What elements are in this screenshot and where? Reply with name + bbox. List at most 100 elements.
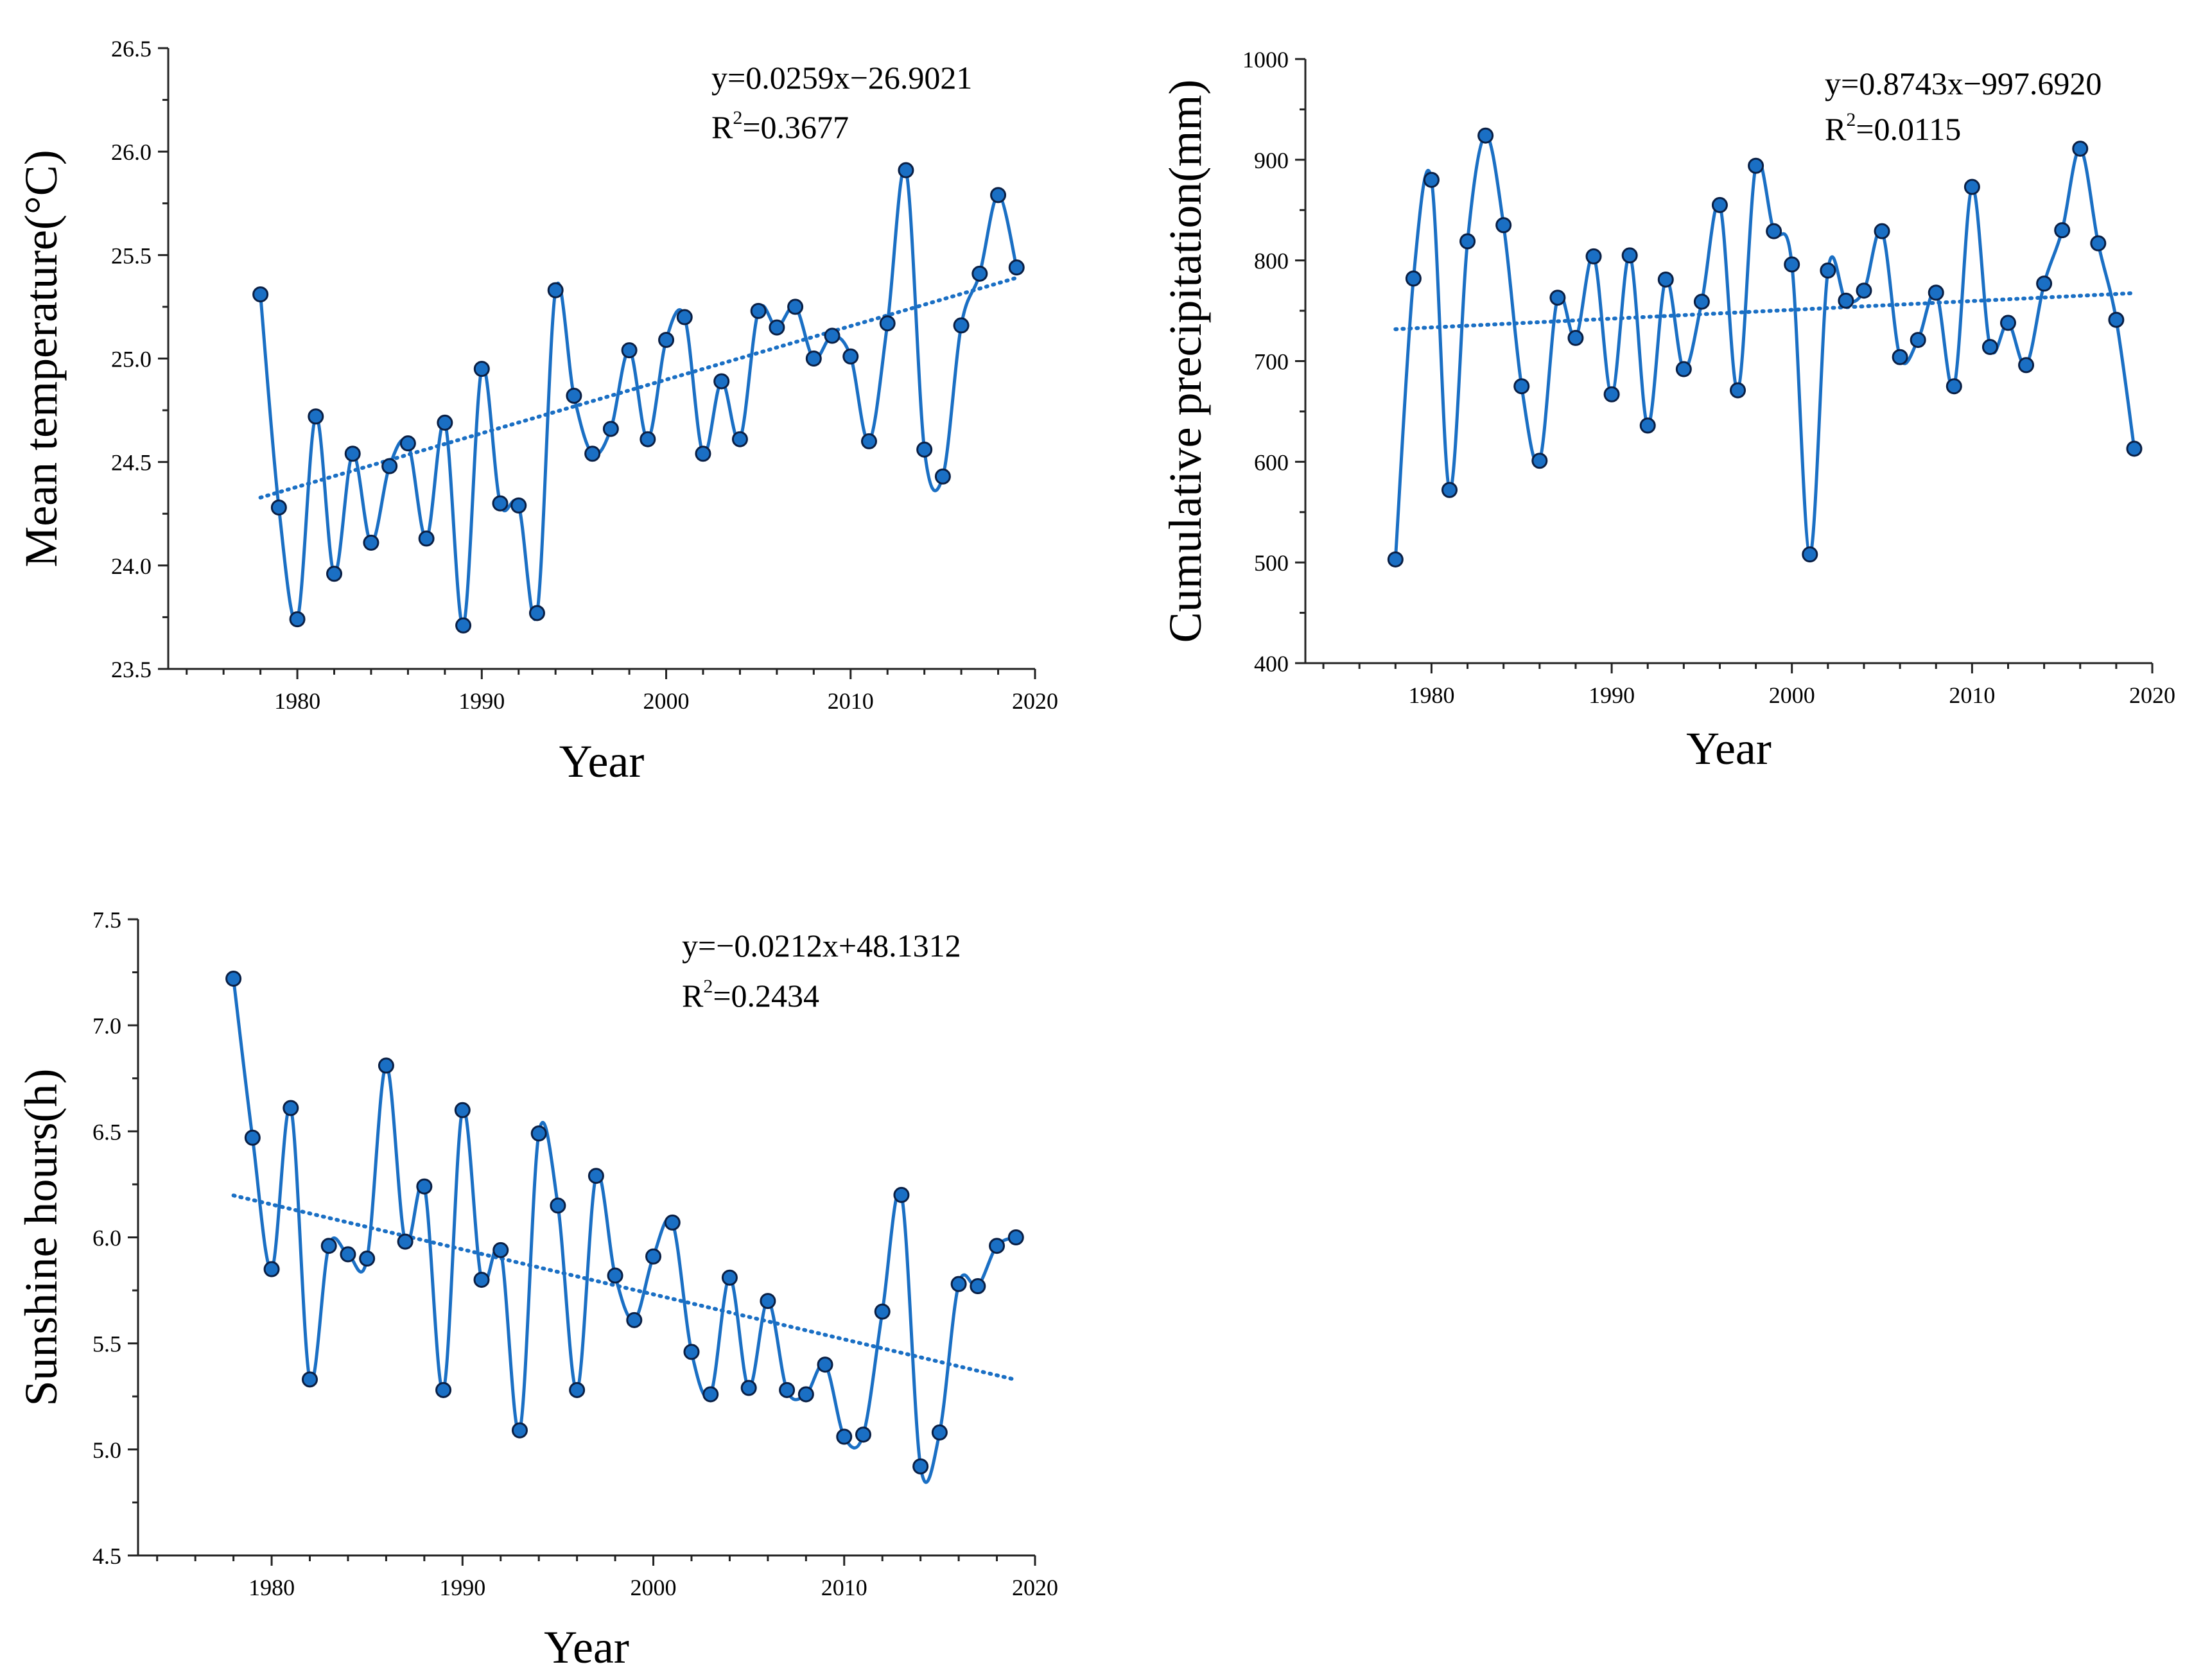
data-point <box>879 315 896 332</box>
data-point <box>1928 284 1944 301</box>
r-squared-symbol: R <box>682 978 704 1014</box>
x-tick-label: 2000 <box>631 1575 677 1600</box>
data-point <box>1567 329 1584 346</box>
x-axis-title: Year <box>559 736 645 787</box>
series-line <box>1393 134 2136 560</box>
series-line <box>259 166 1018 627</box>
data-point <box>263 1261 280 1277</box>
y-axis-title: Sunshine hours(h) <box>15 1069 67 1407</box>
y-tick-label: 26.5 <box>111 36 152 62</box>
data-point <box>2072 141 2089 157</box>
y-tick-label: 1000 <box>1242 47 1289 73</box>
data-point <box>244 1129 261 1146</box>
data-point <box>1730 382 1746 399</box>
x-axis-title: Year <box>1686 723 1772 774</box>
y-tick-label: 24.5 <box>111 450 152 476</box>
data-point <box>252 286 269 303</box>
data-point <box>399 435 416 452</box>
data-point <box>2090 235 2107 252</box>
regression-equation: y=0.8743x−997.6920 <box>1825 65 2102 101</box>
data-point <box>1621 247 1638 264</box>
data-point <box>418 530 435 547</box>
data-point <box>1423 171 1440 188</box>
data-point <box>1441 481 1458 498</box>
data-point <box>1838 292 1854 309</box>
y-tick-label: 500 <box>1254 550 1289 576</box>
r-squared-exponent: 2 <box>1846 109 1856 130</box>
data-point <box>225 970 242 987</box>
data-point <box>658 331 675 348</box>
data-point <box>621 342 638 359</box>
data-point <box>916 441 933 458</box>
data-point <box>455 617 472 634</box>
data-point <box>1693 293 1710 310</box>
data-point <box>702 1386 719 1403</box>
data-point <box>437 414 453 431</box>
data-point <box>1657 271 1674 288</box>
data-point <box>824 327 840 344</box>
data-point <box>1008 259 1025 276</box>
x-axis-title: Year <box>544 1622 629 1673</box>
y-tick-label: 7.0 <box>92 1013 121 1039</box>
y-tick-label: 5.0 <box>92 1437 121 1463</box>
data-point <box>750 302 767 319</box>
data-point <box>2126 440 2143 457</box>
y-tick-label: 6.0 <box>92 1225 121 1251</box>
data-point <box>2108 311 2125 328</box>
data-point <box>340 1246 356 1263</box>
x-tick-label: 2020 <box>2129 682 2175 708</box>
data-point <box>2018 357 2035 374</box>
data-point <box>721 1269 738 1286</box>
data-point <box>1910 332 1926 349</box>
data-point <box>344 446 361 462</box>
x-tick-label: 1990 <box>439 1575 485 1600</box>
data-point <box>683 1344 700 1360</box>
x-tick-label: 1980 <box>248 1575 295 1600</box>
data-point <box>1585 248 1602 264</box>
r-squared-symbol: R <box>1825 111 1847 147</box>
data-point <box>454 1102 471 1118</box>
data-point <box>270 499 287 516</box>
data-point <box>805 351 822 367</box>
x-tick-label: 2010 <box>1949 682 1995 708</box>
x-tick-label: 2000 <box>643 688 690 714</box>
data-point <box>510 497 527 514</box>
data-point <box>1981 339 1998 356</box>
y-axis-title: Cumulative precipitation(mm) <box>1160 80 1211 643</box>
data-point <box>989 1238 1006 1254</box>
r-squared-label: R2=0.3677 <box>711 107 849 145</box>
data-point <box>289 611 306 628</box>
data-point <box>320 1238 337 1254</box>
r-squared-label: R2=0.2434 <box>682 976 819 1014</box>
data-point <box>1748 157 1764 174</box>
data-point <box>855 1426 871 1443</box>
data-point <box>779 1381 796 1398</box>
data-point <box>1675 361 1692 377</box>
trend-line <box>1393 291 2136 331</box>
data-point <box>473 1272 490 1288</box>
data-point <box>302 1371 318 1388</box>
data-point <box>566 388 582 404</box>
x-tick-label: 1990 <box>1589 682 1635 708</box>
data-point <box>1477 127 1494 144</box>
data-point <box>1784 256 1800 273</box>
data-point <box>511 1422 528 1439</box>
data-point <box>740 1380 757 1396</box>
data-point <box>1405 270 1422 287</box>
data-point <box>1820 262 1836 279</box>
data-point <box>1495 217 1512 234</box>
x-tick-label: 2010 <box>821 1575 867 1600</box>
data-point <box>970 1277 986 1294</box>
data-point <box>1531 453 1548 469</box>
x-tick-label: 1980 <box>274 688 320 714</box>
data-point <box>2054 222 2071 239</box>
x-tick-label: 1980 <box>1408 682 1454 708</box>
y-tick-label: 900 <box>1254 148 1289 173</box>
data-point <box>569 1381 586 1398</box>
data-point <box>664 1214 681 1231</box>
data-point <box>359 1251 376 1267</box>
y-tick-label: 6.5 <box>92 1119 121 1145</box>
data-point <box>588 1168 604 1184</box>
data-point <box>416 1178 433 1195</box>
